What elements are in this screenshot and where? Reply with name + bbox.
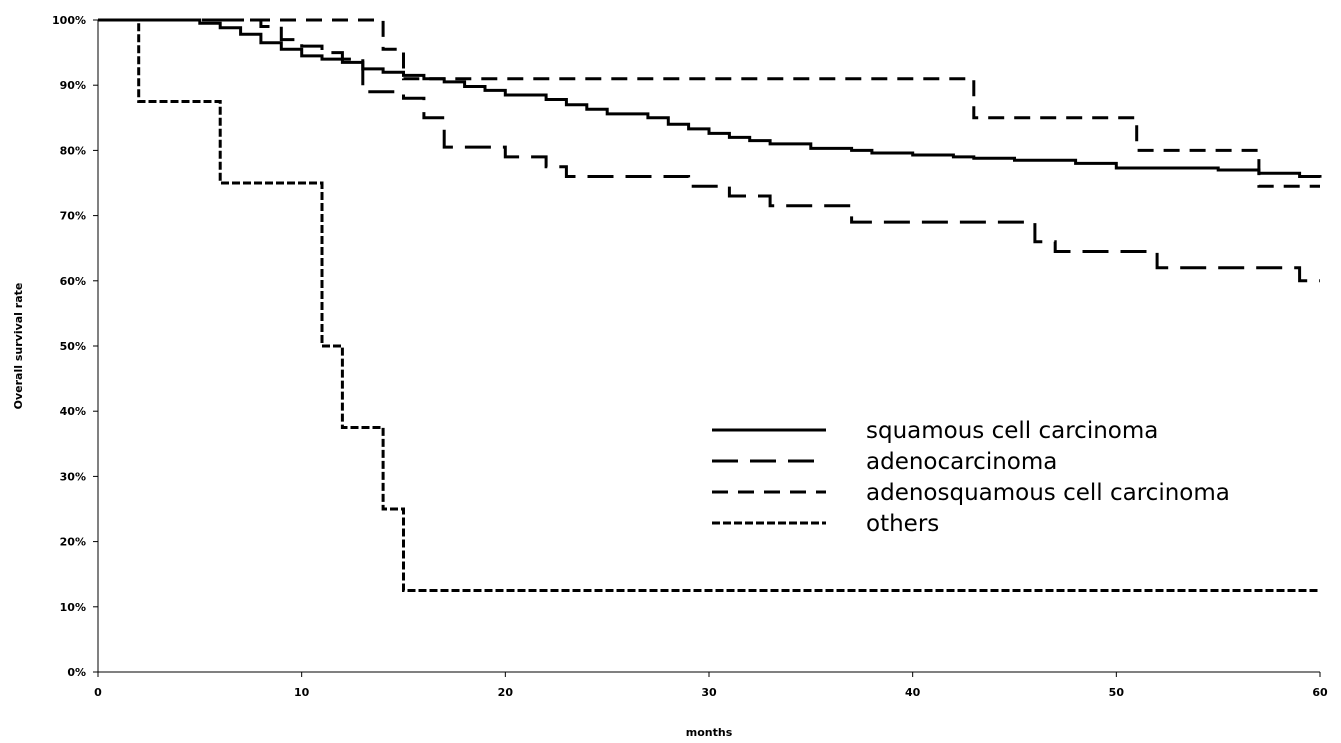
x-ticks: 0 10 20 30 40 50 60 <box>94 672 1328 699</box>
y-tick-label: 80% <box>60 144 86 157</box>
y-ticks: 0% 10% 20% 30% 40% 50% 60% 70% 80% 90% 100% <box>52 14 98 679</box>
y-tick-label: 90% <box>60 79 86 92</box>
legend: squamous cell carcinoma adenocarcinoma ade… <box>712 418 1230 537</box>
legend-label: adenocarcinoma <box>866 449 1057 475</box>
y-tick-label: 20% <box>60 536 86 549</box>
legend-label: squamous cell carcinoma <box>866 418 1158 444</box>
y-tick-label: 30% <box>60 470 86 483</box>
x-tick-label: 50 <box>1109 686 1125 699</box>
y-axis-label: Overall survival rate <box>12 283 25 410</box>
y-tick-label: 100% <box>52 14 86 27</box>
legend-label: adenosquamous cell carcinoma <box>866 480 1230 506</box>
x-axis-label: months <box>686 726 733 739</box>
y-tick-label: 60% <box>60 275 86 288</box>
x-tick-label: 10 <box>294 686 310 699</box>
x-tick-label: 0 <box>94 686 102 699</box>
series-line-squamous-cell-carcinoma <box>98 18 1322 178</box>
x-tick-label: 20 <box>498 686 514 699</box>
x-tick-label: 40 <box>905 686 921 699</box>
y-tick-label: 40% <box>60 405 86 418</box>
y-tick-label: 0% <box>67 666 86 679</box>
series-layer <box>98 18 1322 592</box>
x-tick-label: 30 <box>701 686 717 699</box>
series-line-adenocarcinoma <box>98 18 1320 283</box>
series-line-others <box>98 18 1320 592</box>
y-tick-label: 50% <box>60 340 86 353</box>
y-tick-label: 70% <box>60 210 86 223</box>
series-line-adenosquamous-cell-carcinoma <box>98 18 1320 188</box>
legend-label: others <box>866 511 939 537</box>
y-tick-label: 10% <box>60 601 86 614</box>
x-tick-label: 60 <box>1312 686 1328 699</box>
plot-area <box>97 20 1320 673</box>
